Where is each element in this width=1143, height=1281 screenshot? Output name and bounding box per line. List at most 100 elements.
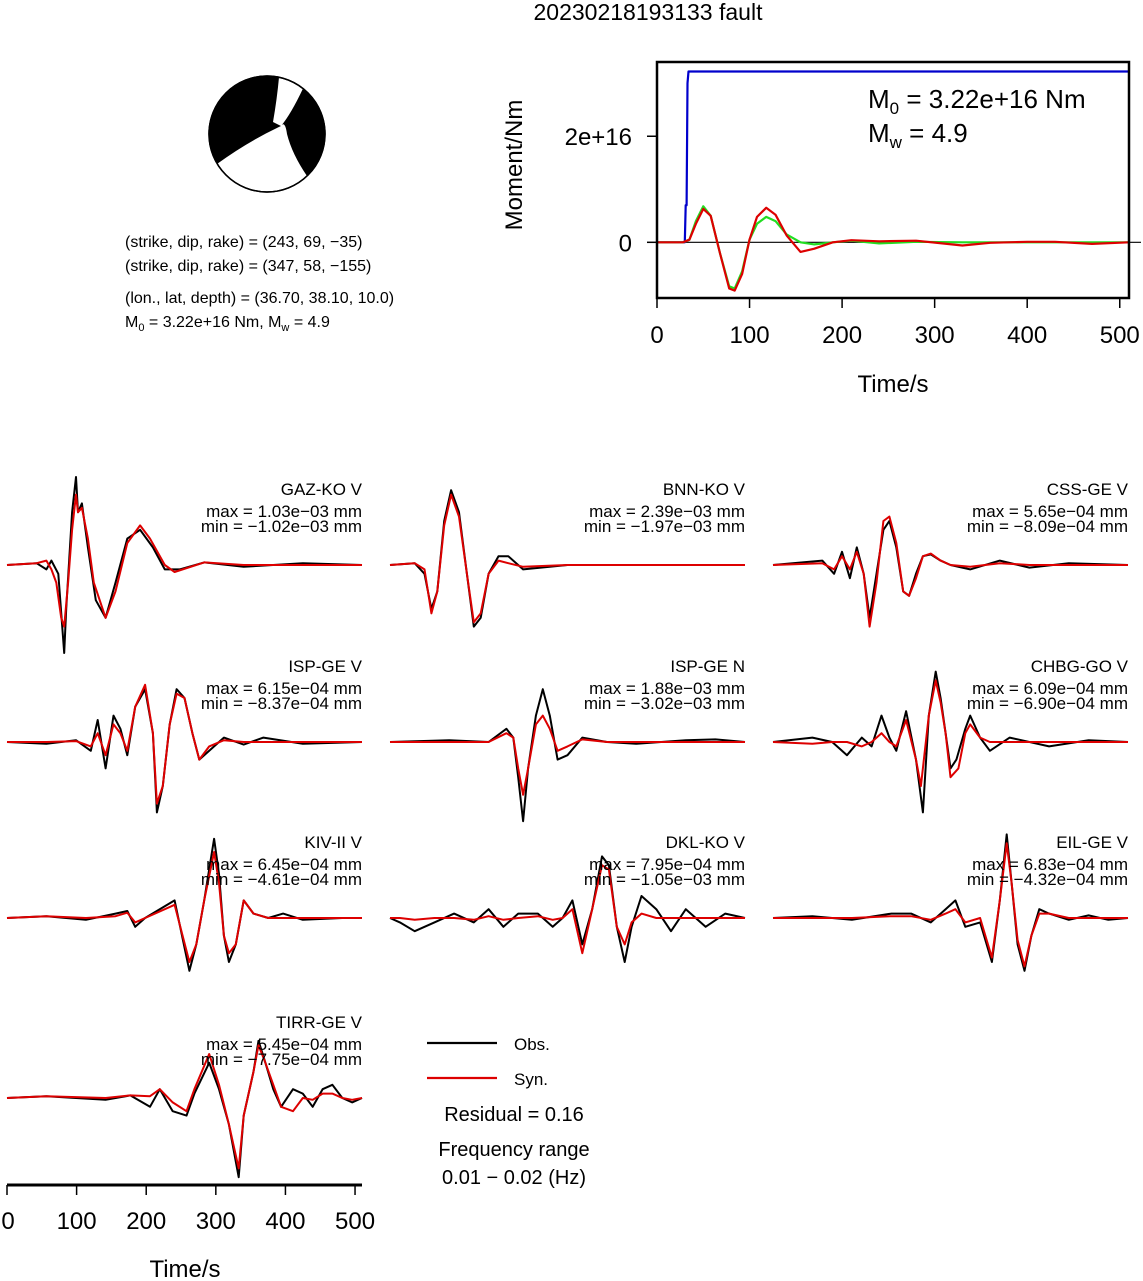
- wave-xlabel: Time/s: [149, 1256, 220, 1281]
- station-max: max = 5.45e−04 mm: [206, 1035, 362, 1054]
- moment-annotation-mw: Mw = 4.9: [868, 118, 968, 152]
- wave-xtick-label: 300: [196, 1208, 236, 1235]
- station-max: max = 2.39e−03 mm: [589, 502, 745, 521]
- moment-ylabel: Moment/Nm: [501, 100, 528, 231]
- syn-waveform: [772, 515, 1128, 628]
- obs-waveform: [6, 837, 362, 972]
- station-min: min = −1.02e−03 mm: [201, 517, 362, 536]
- residual-label: Residual = 0.16: [444, 1104, 584, 1126]
- station-name: CSS-GE V: [1047, 480, 1129, 499]
- syn-waveform: [773, 842, 1128, 968]
- station-min: min = −4.61e−04 mm: [201, 870, 362, 889]
- moment-series-2: [657, 206, 1130, 292]
- annotation-m0-value: = 3.22e+16 Nm: [899, 84, 1085, 114]
- wave-xtick-label: 500: [335, 1208, 375, 1235]
- beachball-outline: [208, 75, 326, 193]
- syn-waveform: [389, 493, 745, 624]
- syn-waveform: [390, 864, 745, 955]
- legend-syn-label: Syn.: [514, 1070, 548, 1089]
- location-label: (lon., lat, depth) = (36.70, 38.10, 10.0…: [125, 290, 394, 307]
- moment-xtick-label: 300: [915, 322, 955, 349]
- annotation-mw-sub: w: [889, 133, 903, 152]
- m0-sub: 0: [138, 322, 144, 334]
- moment-xtick-label: 0: [650, 322, 663, 349]
- beachball: [208, 75, 326, 193]
- moment-xtick-label: 100: [730, 322, 770, 349]
- station-max: max = 1.88e−03 mm: [589, 679, 745, 698]
- station-min: min = −8.09e−04 mm: [967, 517, 1128, 536]
- wave-xtick-label: 200: [126, 1208, 166, 1235]
- frequency-range-value: 0.01 − 0.02 (Hz): [442, 1167, 586, 1189]
- annotation-m0-sub: 0: [890, 99, 899, 118]
- moment-plot-frame: [655, 60, 1131, 300]
- station-max: max = 5.65e−04 mm: [972, 502, 1128, 521]
- station-min: min = −8.37e−04 mm: [201, 694, 362, 713]
- station-name: ISP-GE N: [670, 657, 745, 676]
- station-min: min = −7.75e−04 mm: [201, 1050, 362, 1069]
- station-name: CHBG-GO V: [1031, 657, 1129, 676]
- moment-ytick-label: 2e+16: [565, 124, 632, 151]
- syn-waveform: [6, 493, 362, 628]
- wave-xtick-label: 100: [57, 1208, 97, 1235]
- obs-waveform: [6, 688, 363, 814]
- obs-waveform: [389, 688, 746, 823]
- station-min: min = −4.32e−04 mm: [967, 870, 1128, 889]
- moment-rate-chart: 0 100 200 300 400 500 0 2e+16 Time/s Moment/Nm M0 …: [501, 60, 1141, 398]
- station-min: min = −1.97e−03 mm: [584, 517, 745, 536]
- mw-value: = 4.9: [289, 314, 330, 331]
- station-max: max = 6.45e−04 mm: [206, 855, 362, 874]
- station-max: max = 1.03e−03 mm: [206, 502, 362, 521]
- station-name: EIL-GE V: [1056, 833, 1128, 852]
- moment-xtick-label: 400: [1007, 322, 1047, 349]
- syn-waveform: [6, 851, 362, 963]
- moment-xtick-label: 500: [1100, 322, 1140, 349]
- station-max: max = 7.95e−04 mm: [589, 855, 745, 874]
- wave-xtick-label: 400: [265, 1208, 305, 1235]
- station-name: BNN-KO V: [663, 480, 746, 499]
- beachball-compressional-quadrant-1: [208, 75, 281, 164]
- figure-title: 20230218193133 fault: [534, 0, 764, 25]
- syn-waveform: [6, 1044, 363, 1170]
- waveform-legend: Obs. Syn. Residual = 0.16 Frequency rang…: [427, 1035, 590, 1189]
- legend-obs-label: Obs.: [514, 1035, 550, 1054]
- frequency-range-title: Frequency range: [438, 1139, 589, 1161]
- syn-waveform: [390, 714, 745, 796]
- syn-waveform: [772, 679, 1128, 787]
- station-min: min = −1.05e−03 mm: [584, 870, 745, 889]
- station-name: DKL-KO V: [666, 833, 746, 852]
- station-name: KIV-II V: [304, 833, 362, 852]
- station-name: ISP-GE V: [288, 657, 362, 676]
- station-name: TIRR-GE V: [276, 1013, 363, 1032]
- station-max: max = 6.83e−04 mm: [972, 855, 1128, 874]
- station-min: min = −6.90e−04 mm: [967, 694, 1128, 713]
- station-max: max = 6.09e−04 mm: [972, 679, 1128, 698]
- moment-xtick-label: 200: [822, 322, 862, 349]
- moment-annotation-m0: M0 = 3.22e+16 Nm: [868, 84, 1086, 118]
- station-max: max = 6.15e−04 mm: [206, 679, 362, 698]
- station-min: min = −3.02e−03 mm: [584, 694, 745, 713]
- moment-summary-label: M0 = 3.22e+16 Nm, Mw = 4.9: [125, 314, 330, 334]
- mw-sub: w: [280, 322, 289, 334]
- annotation-mw-prefix: M: [868, 118, 890, 148]
- beachball-compressional-quadrant-2: [281, 88, 326, 176]
- obs-waveform: [389, 855, 746, 963]
- m0-value: = 3.22e+16 Nm, M: [144, 314, 281, 331]
- waveform-time-axis: 0 100 200 300 400 500 Time/s: [1, 1183, 375, 1281]
- station-name: GAZ-KO V: [281, 480, 363, 499]
- annotation-m0-prefix: M: [868, 84, 890, 114]
- wave-xtick-label: 0: [1, 1208, 14, 1235]
- moment-ytick-label: 0: [619, 230, 632, 257]
- moment-xlabel: Time/s: [857, 371, 928, 398]
- plane2-label: (strike, dip, rake) = (347, 58, −155): [125, 258, 371, 275]
